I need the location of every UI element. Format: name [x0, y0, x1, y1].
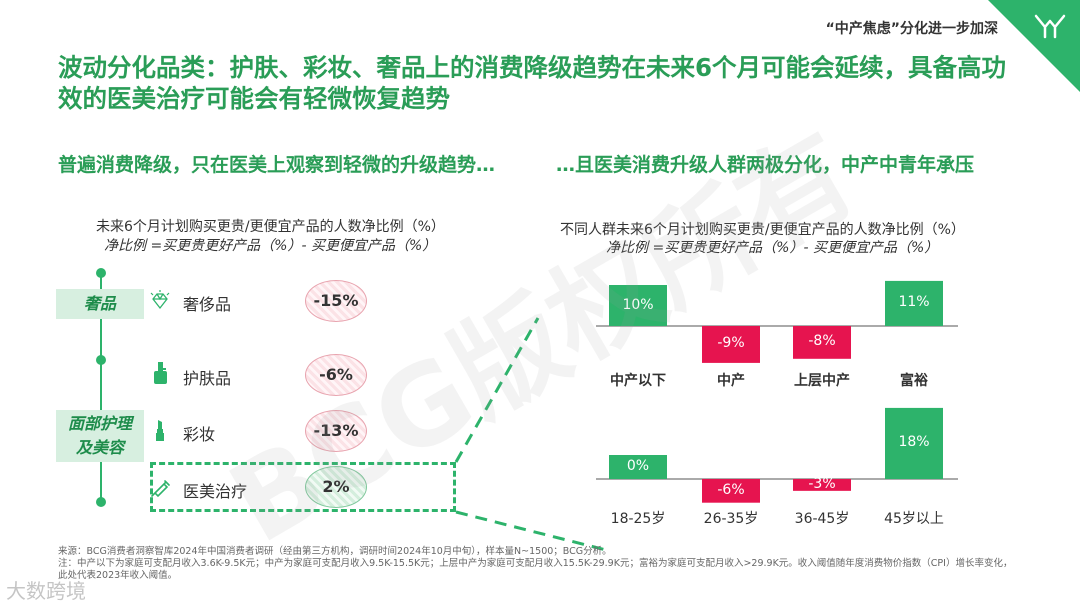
syringe-icon: [151, 480, 170, 498]
category-skincare: 护肤品: [183, 369, 232, 388]
bar-value-label: 11%: [898, 294, 930, 311]
left-caption: 未来6个月计划购买更贵/更便宜产品的人数净比例（%）: [96, 219, 445, 235]
section-label: “中产焦虑”分化进一步加深: [825, 21, 998, 37]
category-tick-label: 18-25岁: [610, 511, 666, 527]
category-tick-label: 富裕: [900, 373, 928, 389]
chart-bar: [885, 407, 943, 479]
bar-value-label: -3%: [808, 475, 836, 492]
group-face-care-label: 面部护理及美容: [56, 410, 144, 462]
category-tick-label: 45岁以上: [884, 511, 944, 527]
bar-value-label: -8%: [808, 333, 836, 350]
bar-value-label: 10%: [622, 296, 654, 313]
category-tick-label: 26-35岁: [703, 511, 759, 527]
right-caption-formula: 净比例 =买更贵更好产品（%）- 买更便宜产品（%）: [606, 240, 939, 256]
source-footnote: 来源：BCG消费者洞察智库2024年中国消费者调研（经由第三方机构，调研时间20…: [58, 546, 612, 557]
chart-bar: [609, 455, 667, 479]
left-subtitle: 普遍消费降级，只在医美上观察到轻微的升级趋势…: [58, 154, 496, 176]
bar-value-label: -9%: [717, 335, 745, 352]
timeline-dot: [96, 268, 106, 278]
category-medical-aesthetics: 医美治疗: [183, 482, 248, 501]
note-footnote: 注：中产以下为家庭可支配月收入3.6K-9.5K元；中产为家庭可支配月收入9.5…: [58, 558, 1013, 581]
bottle-icon: [154, 362, 167, 384]
page-title: 波动分化品类：护肤、彩妆、奢品上的消费降级趋势在未来6个月可能会延续，具备高功效…: [58, 53, 1007, 113]
value-oval-makeup: -13%: [305, 410, 367, 452]
chart-bar: [793, 479, 851, 491]
chart-bar: [885, 280, 943, 326]
category-tick-label: 中产: [717, 373, 745, 389]
category-tick-label: 上层中产: [794, 373, 850, 389]
chart-bar: [702, 326, 760, 363]
brand-arrows-icon: [1034, 14, 1066, 39]
group-luxury-label: 奢品: [56, 289, 144, 319]
bar-value-label: 0%: [626, 458, 650, 474]
timeline-line: [100, 272, 102, 502]
value-oval-skincare: -6%: [305, 354, 367, 396]
value-oval-medical: 2%: [305, 466, 367, 508]
bar-value-label: -6%: [717, 481, 745, 498]
category-tick-label: 36-45岁: [794, 511, 850, 527]
left-caption-formula: 净比例 =买更贵更好产品（%）- 买更便宜产品（%）: [104, 238, 437, 254]
chart-bar: [702, 479, 760, 503]
timeline-dot: [96, 497, 106, 507]
timeline-dot: [96, 355, 106, 365]
value-oval-luxury: -15%: [305, 280, 367, 322]
lipstick-icon: [156, 420, 164, 441]
logo: 大数跨境: [6, 579, 86, 603]
diamond-icon: [150, 290, 170, 310]
category-luxury-goods: 奢侈品: [183, 295, 232, 314]
category-makeup: 彩妆: [183, 425, 216, 444]
chart-bar: [609, 285, 667, 326]
right-subtitle: …且医美消费升级人群两极分化，中产中青年承压: [556, 154, 975, 176]
category-tick-label: 中产以下: [610, 373, 666, 389]
highlight-dashed-box: [150, 462, 456, 512]
right-caption: 不同人群未来6个月计划购买更贵/更便宜产品的人数净比例（%）: [560, 222, 965, 238]
bar-value-label: 18%: [898, 434, 930, 451]
chart-bar: [793, 326, 851, 359]
